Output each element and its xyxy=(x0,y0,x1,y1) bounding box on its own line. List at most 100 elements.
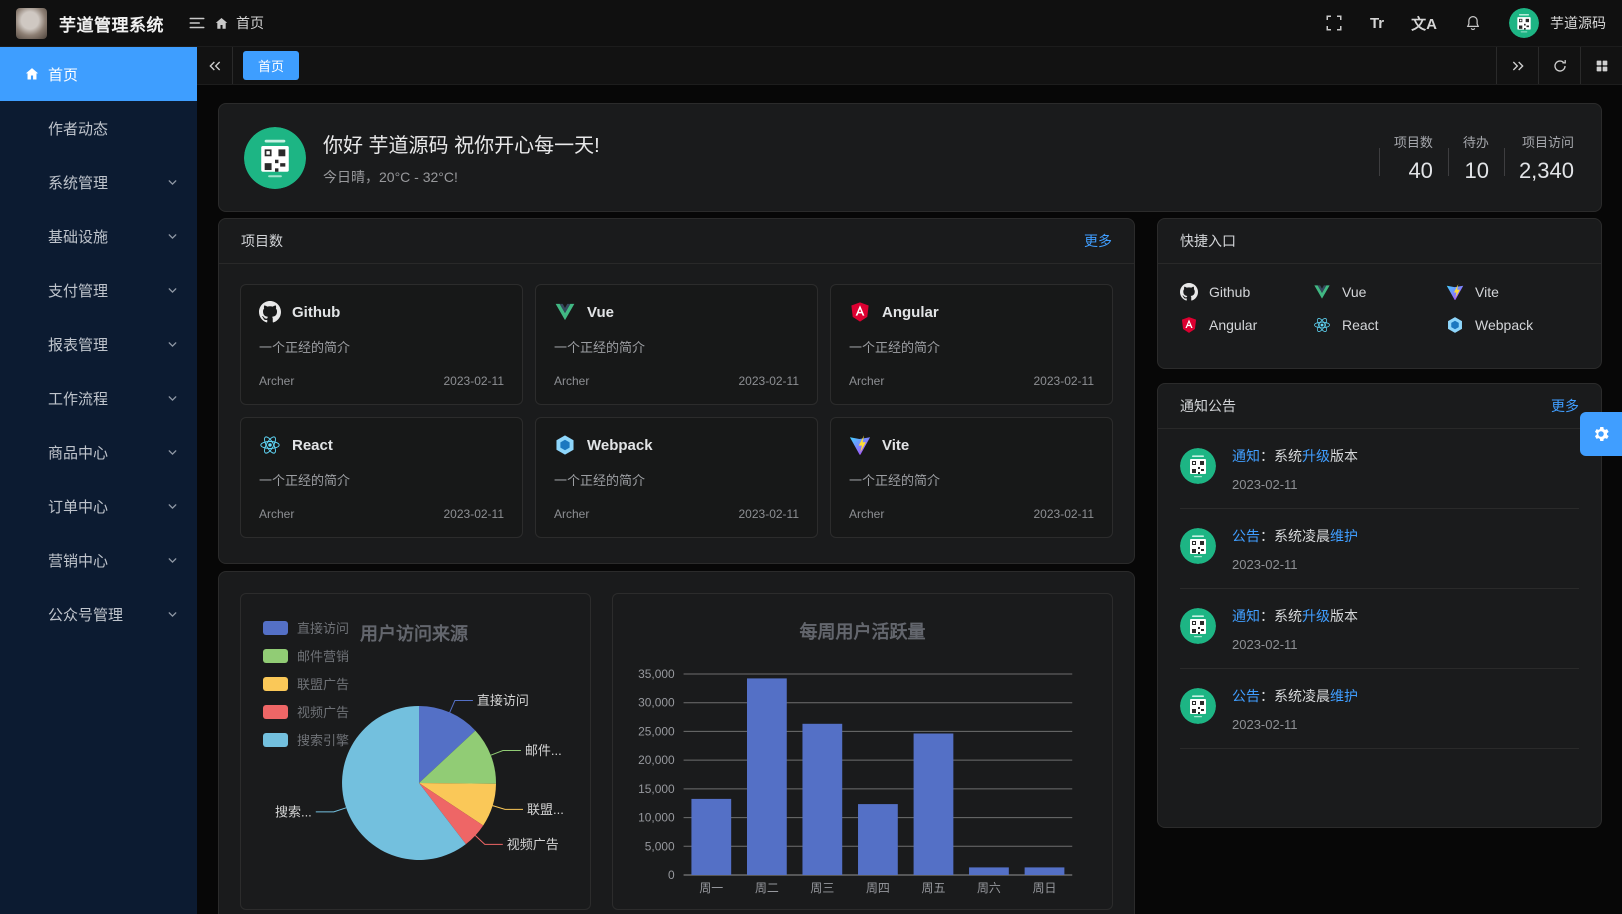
bar[interactable] xyxy=(746,678,787,875)
pie-slice[interactable] xyxy=(342,706,466,860)
user-avatar[interactable] xyxy=(1509,8,1539,38)
project-description: 一个正经的简介 xyxy=(554,340,646,355)
pie-slice-label: 搜索... xyxy=(275,804,312,819)
project-card[interactable]: React 一个正经的简介 Archer 2023-02-11 xyxy=(240,417,523,538)
project-footer: Archer 2023-02-11 xyxy=(554,507,799,521)
sidebar-item[interactable]: 报表管理 xyxy=(0,317,197,371)
pie-slice[interactable] xyxy=(419,783,484,845)
sidebar-item[interactable]: 营销中心 xyxy=(0,533,197,587)
stat-value: 10 xyxy=(1464,157,1489,183)
notice-date: 2023-02-11 xyxy=(1232,637,1298,652)
project-card[interactable]: Vue 一个正经的简介 Archer 2023-02-11 xyxy=(535,284,818,405)
legend-item[interactable]: 搜索引擎 xyxy=(263,730,349,749)
bar[interactable] xyxy=(691,798,732,875)
notice-item[interactable]: 通知：系统升级版本 2023-02-11 xyxy=(1180,589,1579,669)
app-header: 芋道管理系统 首页 Tr 文A 芋道源码 xyxy=(0,0,1622,47)
react-icon xyxy=(1313,316,1331,334)
settings-button[interactable] xyxy=(1580,412,1622,456)
bar[interactable] xyxy=(858,804,898,875)
chevron-down-icon xyxy=(166,284,179,297)
sidebar-item[interactable]: 基础设施 xyxy=(0,209,197,263)
shortcut-link[interactable]: React xyxy=(1313,316,1446,334)
stat-label: 待办 xyxy=(1462,134,1489,150)
app-title: 芋道管理系统 xyxy=(59,15,164,35)
legend-item[interactable]: 直接访问 xyxy=(263,618,349,637)
notice-item[interactable]: 公告：系统凌晨维护 2023-02-11 xyxy=(1180,669,1579,749)
project-card[interactable]: Github 一个正经的简介 Archer 2023-02-11 xyxy=(240,284,523,405)
notice-date: 2023-02-11 xyxy=(1232,717,1298,732)
sidebar-item[interactable]: 工作流程 xyxy=(0,371,197,425)
fullscreen-icon[interactable] xyxy=(1325,14,1343,32)
left-column: 项目数 更多 Github 一个正经的简介 Archer xyxy=(218,218,1135,914)
project-date: 2023-02-11 xyxy=(443,374,505,388)
layout-grid-button[interactable] xyxy=(1580,47,1622,84)
breadcrumb[interactable]: 首页 xyxy=(214,13,264,33)
pie-slice[interactable] xyxy=(419,706,476,783)
sidebar-item[interactable]: 支付管理 xyxy=(0,263,197,317)
legend-label: 直接访问 xyxy=(297,621,350,636)
shortcut-label: React xyxy=(1342,317,1379,333)
project-card[interactable]: Webpack 一个正经的简介 Archer 2023-02-11 xyxy=(535,417,818,538)
chevron-down-icon xyxy=(166,392,179,405)
bar[interactable] xyxy=(802,723,843,875)
menu-fold-icon[interactable] xyxy=(188,14,206,32)
bar[interactable] xyxy=(969,867,1009,875)
vite-icon xyxy=(849,434,871,456)
tabs-strip: 首页 xyxy=(233,47,1496,84)
font-size-icon[interactable]: Tr xyxy=(1369,14,1385,32)
shortcut-link[interactable]: Github xyxy=(1180,283,1313,301)
shortcut-link[interactable]: Angular xyxy=(1180,316,1313,334)
legend-item[interactable]: 视频广告 xyxy=(263,702,349,721)
sidebar-item[interactable]: 系统管理 xyxy=(0,155,197,209)
shortcut-link[interactable]: Vue xyxy=(1313,283,1446,301)
header-left: 芋道管理系统 首页 xyxy=(16,7,264,39)
sidebar-item[interactable]: 公众号管理 xyxy=(0,587,197,641)
sidebar-item[interactable]: 首页 xyxy=(0,47,197,101)
username[interactable]: 芋道源码 xyxy=(1550,15,1606,31)
legend-item[interactable]: 联盟广告 xyxy=(263,674,349,693)
legend-label: 邮件营销 xyxy=(297,649,350,664)
project-card-head: Angular xyxy=(849,301,1094,323)
chevron-down-icon xyxy=(166,500,179,513)
pie-slice[interactable] xyxy=(419,783,496,826)
bar[interactable] xyxy=(913,733,954,876)
shortcut-link[interactable]: Vite xyxy=(1446,283,1579,301)
project-footer: Archer 2023-02-11 xyxy=(849,507,1094,521)
project-footer: Archer 2023-02-11 xyxy=(259,374,504,388)
tab-home[interactable]: 首页 xyxy=(243,51,300,80)
legend-item[interactable]: 邮件营销 xyxy=(263,646,349,665)
project-card[interactable]: Vite 一个正经的简介 Archer 2023-02-11 xyxy=(830,417,1113,538)
sidebar-item-label: 公众号管理 xyxy=(48,606,124,624)
vue-icon xyxy=(554,301,576,323)
welcome-text: 你好 芋道源码 祝你开心每一天! 今日晴，20°C - 32°C! xyxy=(323,129,600,187)
refresh-button[interactable] xyxy=(1538,47,1580,84)
sidebar-item[interactable]: 商品中心 xyxy=(0,425,197,479)
bell-icon[interactable] xyxy=(1464,14,1482,32)
notice-item[interactable]: 公告：系统凌晨维护 2023-02-11 xyxy=(1180,509,1579,589)
notices-more-link[interactable]: 更多 xyxy=(1551,398,1579,414)
bar[interactable] xyxy=(1024,867,1065,875)
sidebar-item-label: 商品中心 xyxy=(48,444,109,462)
scroll-tabs-right-button[interactable] xyxy=(1496,47,1538,84)
project-card[interactable]: Angular 一个正经的简介 Archer 2023-02-11 xyxy=(830,284,1113,405)
project-description: 一个正经的简介 xyxy=(849,340,941,355)
angular-icon xyxy=(1180,316,1198,334)
notice-avatar xyxy=(1180,528,1216,564)
pie-slice[interactable] xyxy=(419,730,497,784)
project-footer: Archer 2023-02-11 xyxy=(554,374,799,388)
collapse-sidebar-button[interactable] xyxy=(197,47,233,84)
projects-more-link[interactable]: 更多 xyxy=(1084,233,1112,249)
sidebar-item[interactable]: 作者动态 xyxy=(0,101,197,155)
shortcut-link[interactable]: Webpack xyxy=(1446,316,1579,334)
notice-item[interactable]: 通知：系统升级版本 2023-02-11 xyxy=(1180,429,1579,509)
notice-avatar xyxy=(1180,608,1216,644)
chevron-down-icon xyxy=(166,554,179,567)
main-content: 你好 芋道源码 祝你开心每一天! 今日晴，20°C - 32°C! 项目数 40… xyxy=(197,85,1622,914)
x-axis-tick: 周五 xyxy=(922,881,946,895)
project-author: Archer xyxy=(554,507,590,521)
sidebar-item[interactable]: 订单中心 xyxy=(0,479,197,533)
locale-icon[interactable]: 文A xyxy=(1411,15,1437,33)
project-card-head: Github xyxy=(259,301,504,323)
project-description: 一个正经的简介 xyxy=(849,473,941,488)
project-name: Angular xyxy=(882,303,939,321)
